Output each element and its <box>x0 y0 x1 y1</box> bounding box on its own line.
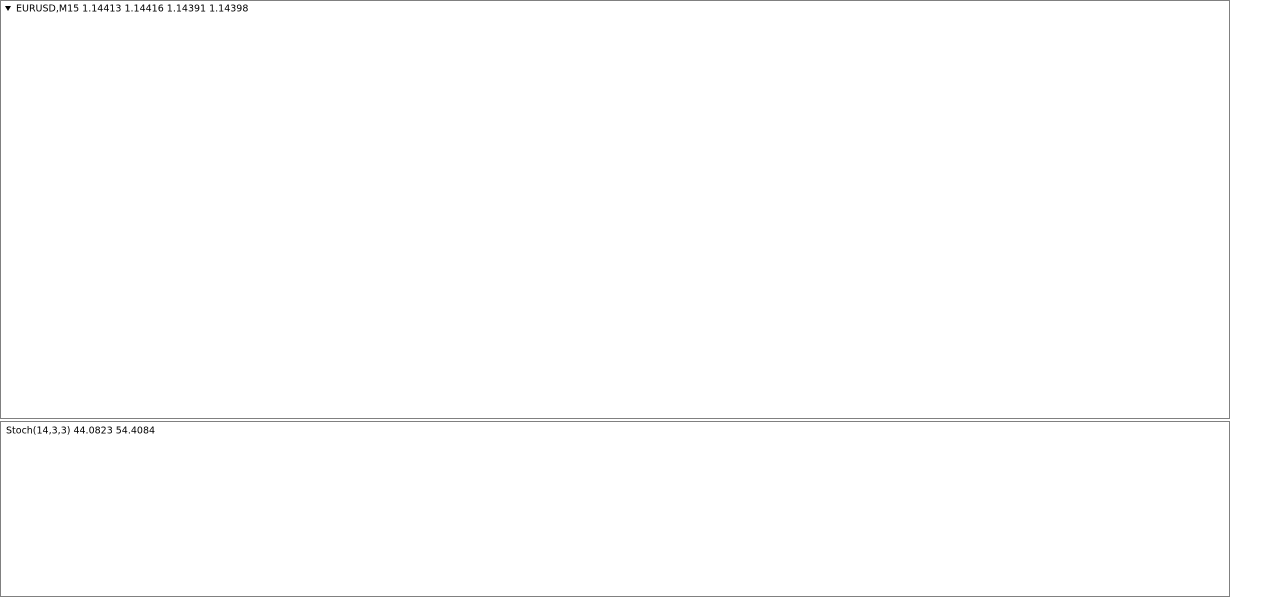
price-panel-border <box>0 0 1230 419</box>
stoch-title: Stoch(14,3,3) 44.0823 54.4084 <box>6 426 155 437</box>
collapse-icon[interactable] <box>5 6 11 11</box>
stoch-panel-border <box>0 421 1230 597</box>
price-title: EURUSD,M15 1.14413 1.14416 1.14391 1.143… <box>16 4 248 15</box>
